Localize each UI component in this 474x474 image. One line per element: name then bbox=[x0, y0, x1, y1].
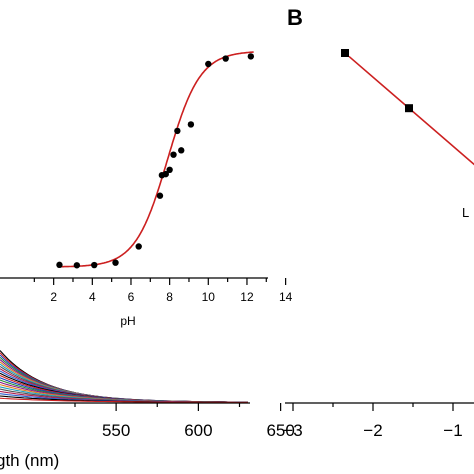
panel-a-x-tick-label: 2 bbox=[50, 290, 57, 304]
panel-a-x-tick-label: 4 bbox=[89, 290, 96, 304]
spectra-x-label: gth (nm) bbox=[0, 451, 59, 470]
panel-a-data-point bbox=[56, 261, 63, 269]
panel-a: 2 4 6 8 10 12 14 pH bbox=[0, 51, 293, 328]
panel-b-points bbox=[341, 49, 413, 113]
panel-a-data-point bbox=[162, 170, 169, 178]
panel-a-data-point bbox=[247, 53, 255, 60]
panel-a-x-tick-label: 10 bbox=[202, 290, 216, 304]
panel-a-data-point bbox=[178, 147, 185, 154]
panel-a-x-label: pH bbox=[120, 314, 135, 328]
panel-a-points bbox=[56, 53, 255, 269]
spectra-x-tick-label: 650 bbox=[266, 421, 294, 440]
panel-b-x-tick-label: −1 bbox=[443, 421, 462, 440]
panel-a-data-point bbox=[135, 243, 142, 250]
panel-b-title: B bbox=[287, 5, 303, 30]
panel-b-x-tick-label: −2 bbox=[363, 421, 382, 440]
spectra-ticks: 550 600 650 bbox=[74, 403, 295, 440]
panel-b-data-point bbox=[405, 104, 413, 113]
panel-b-x-tick-label: −3 bbox=[283, 421, 302, 440]
panel-spectra: 550 600 650 gth (nm) bbox=[0, 350, 295, 470]
spectra-curves bbox=[0, 350, 249, 403]
panel-a-data-point bbox=[91, 261, 98, 269]
panel-a-data-point bbox=[166, 166, 173, 173]
panel-a-data-point bbox=[222, 55, 229, 62]
panel-a-fit-curve bbox=[57, 51, 254, 268]
panel-a-data-point bbox=[205, 60, 212, 68]
panel-a-data-point bbox=[112, 259, 119, 266]
panel-a-data-point bbox=[187, 121, 195, 128]
panel-a-data-point bbox=[156, 192, 164, 199]
panel-a-data-point bbox=[174, 127, 181, 135]
panel-a-x-tick-label: 14 bbox=[279, 290, 293, 304]
spectra-x-tick-label: 550 bbox=[102, 421, 130, 440]
panel-b-ticks: −3 −2 −1 bbox=[283, 403, 463, 440]
panel-b: B L −3 −2 −1 bbox=[283, 5, 474, 440]
panel-a-data-point bbox=[170, 151, 177, 158]
panel-a-data-point bbox=[73, 262, 81, 269]
panel-a-ticks: 2 4 6 8 10 12 14 bbox=[33, 278, 293, 304]
panel-b-data-point bbox=[341, 49, 349, 57]
panel-a-x-tick-label: 6 bbox=[128, 290, 135, 304]
spectra-x-tick-label: 600 bbox=[184, 421, 212, 440]
spectrum-curve bbox=[0, 397, 248, 403]
panel-b-x-label: L bbox=[462, 205, 469, 220]
panel-b-fit-line bbox=[348, 55, 474, 166]
panel-a-x-tick-label: 8 bbox=[166, 290, 173, 304]
spectrum-curve bbox=[0, 365, 249, 403]
panel-a-x-tick-label: 12 bbox=[240, 290, 254, 304]
